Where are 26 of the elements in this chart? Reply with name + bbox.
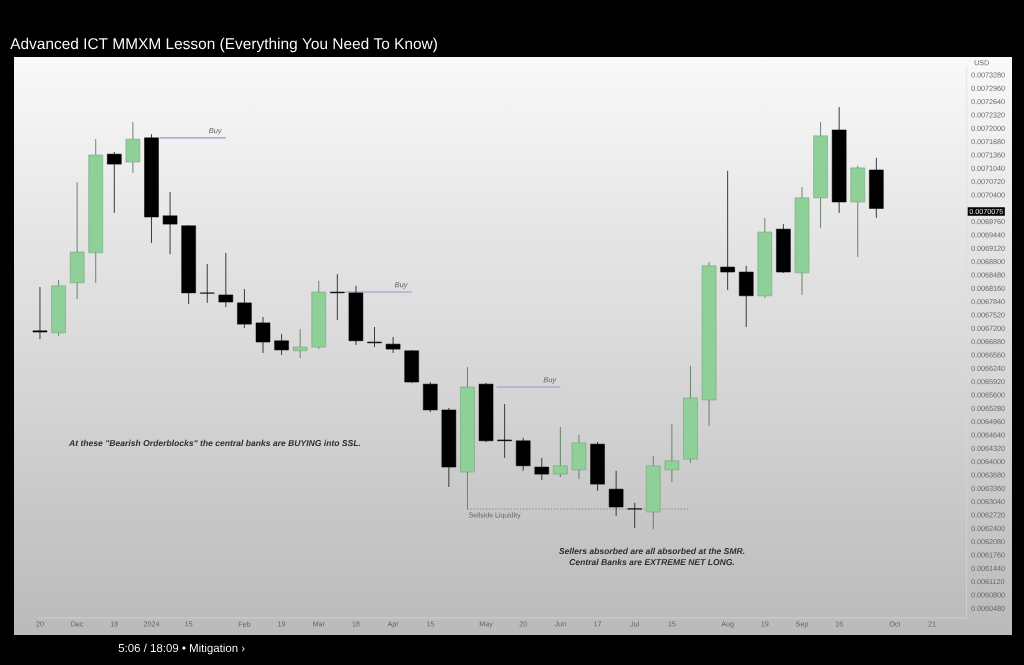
candlestick <box>292 328 308 359</box>
candlestick <box>162 191 178 255</box>
candlestick <box>255 316 271 354</box>
annotation: Central Banks are EXTREME NET LONG. <box>569 558 735 566</box>
candlestick <box>664 423 680 483</box>
candlestick <box>608 470 624 517</box>
candlestick <box>627 502 642 529</box>
candlestick <box>237 288 252 329</box>
candlestick <box>199 263 215 304</box>
candlestick <box>553 426 568 478</box>
candlestick <box>218 252 234 308</box>
annotation: At these "Bearish Orderblocks" the central banks are BUYING into SSL. <box>68 439 361 447</box>
candlestick <box>125 121 141 174</box>
candlestick <box>534 457 550 481</box>
candlestick <box>274 333 289 356</box>
candlestick <box>367 326 382 348</box>
candlestick <box>330 273 345 321</box>
candlestick <box>738 265 754 328</box>
candlestick <box>385 336 401 354</box>
candlestick <box>107 151 122 214</box>
candlestick <box>32 286 48 340</box>
annotation: Sellers absorbed are all absorbed at the SMR. <box>559 547 745 555</box>
candlestick <box>720 170 735 291</box>
chart-title: Advanced ICT MMXM Lesson (Everything You Need To Know) <box>10 37 437 53</box>
candlestick <box>497 403 512 459</box>
text: 5:06 / 18:09 • Mitigation › <box>118 643 245 655</box>
